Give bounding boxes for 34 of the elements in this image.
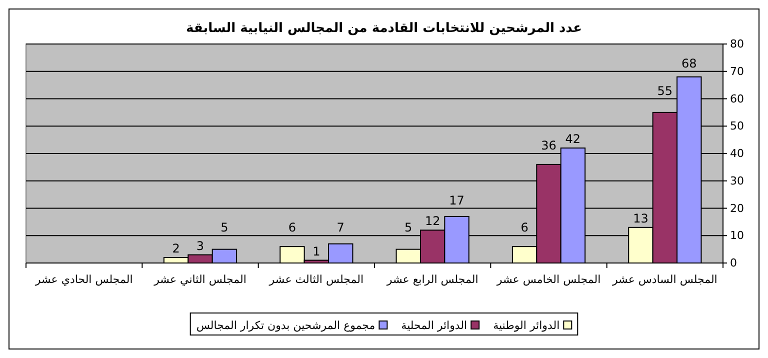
data-label: 6 xyxy=(288,220,296,235)
y-tick-label: 80 xyxy=(730,38,744,51)
data-label: 12 xyxy=(424,214,440,228)
x-tick-label: المجلس الثاني عشر xyxy=(153,272,246,286)
data-label: 5 xyxy=(404,220,412,235)
x-tick-label: المجلس الخامس عشر xyxy=(496,272,601,286)
data-label: 6 xyxy=(520,220,528,235)
data-label: 17 xyxy=(449,193,464,208)
data-label: 2 xyxy=(172,242,180,256)
x-tick-label: المجلس السادس عشر xyxy=(611,272,718,286)
x-tick-label: المجلس الحادي عشر xyxy=(34,272,133,286)
data-label: 1 xyxy=(312,244,320,258)
data-label: 5 xyxy=(220,220,228,235)
data-label: 42 xyxy=(565,132,581,146)
data-label: 7 xyxy=(336,220,344,235)
y-tick-label: 50 xyxy=(730,120,744,133)
y-tick-label: 60 xyxy=(730,92,744,106)
data-label: 13 xyxy=(633,211,648,226)
y-tick-label: 0 xyxy=(730,256,737,270)
data-label: 55 xyxy=(657,84,673,98)
data-label: 68 xyxy=(681,56,697,70)
y-tick-label: 70 xyxy=(730,64,744,78)
y-tick-label: 30 xyxy=(730,174,744,188)
x-tick-label: المجلس الثالث عشر xyxy=(268,272,364,286)
legend-label: الدوائر المحلية xyxy=(401,319,468,332)
y-tick-label: 20 xyxy=(730,202,744,215)
legend-label: الدوائر الوطنية xyxy=(493,319,560,332)
data-label: 3 xyxy=(196,238,204,253)
legend-label: مجموع المرشحين بدون تكرار المجالس xyxy=(196,319,376,332)
data-label: 36 xyxy=(541,138,556,152)
y-tick-label: 40 xyxy=(730,147,744,160)
x-tick-label: المجلس الرابع عشر xyxy=(386,272,478,286)
chart-title: عدد المرشحين للانتخابات القادمة من المجالس النيابية السابقة xyxy=(186,21,582,36)
y-tick-label: 10 xyxy=(730,229,744,242)
